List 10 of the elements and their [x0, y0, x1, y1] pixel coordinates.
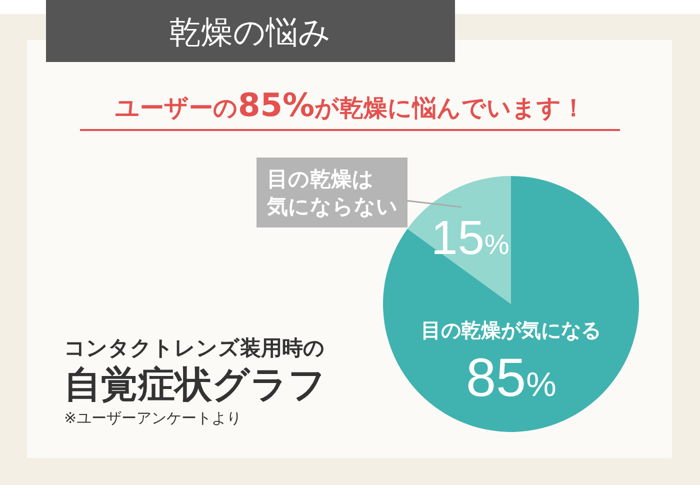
text: コンタクトレンズ装用時の [64, 336, 325, 360]
pie-slice [407, 176, 511, 304]
data-label: 15% [431, 212, 510, 265]
chart-subtitle: ユーザーの85%が乾燥に悩んでいます！ [115, 86, 586, 124]
text: ※ユーザーアンケートより [64, 409, 242, 427]
chart-title: 乾燥の悩み [169, 13, 331, 52]
text: 自覚症状グラフ [64, 363, 326, 406]
data-label: 85% [466, 348, 556, 408]
slice-label: 目の乾燥が気になる [421, 318, 601, 342]
slice-label: 目の乾燥は気にならない [266, 167, 398, 218]
